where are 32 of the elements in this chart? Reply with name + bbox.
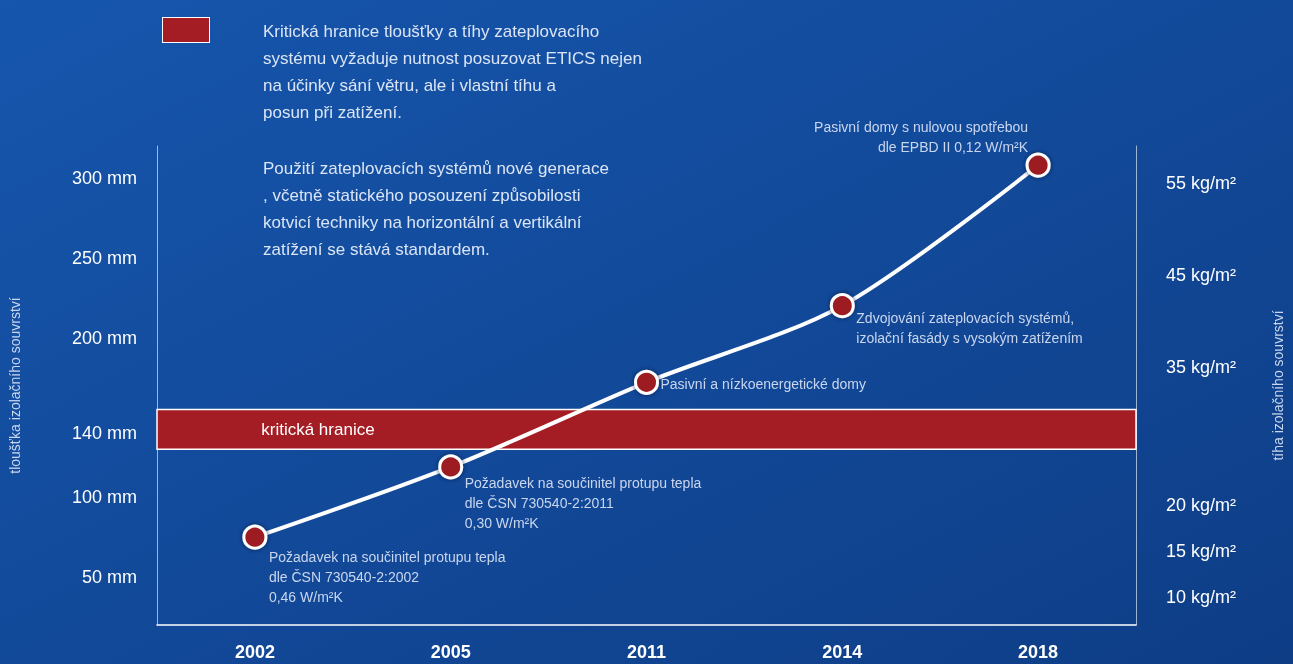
y2-tick-label: 15 kg/m² xyxy=(1166,541,1237,562)
y2-tick-label: 20 kg/m² xyxy=(1166,495,1237,516)
y2-tick-label: 35 kg/m² xyxy=(1166,357,1237,378)
y-tick-label: 300 mm xyxy=(71,167,137,188)
x-tick-label: 2005 xyxy=(430,642,471,662)
annotation: Požadavek na součinitel protupu tepla dle ČSN 730540-2:2011 0,30 W/m²K xyxy=(464,474,702,531)
annotation: Použití zateplovacích systémů nové generace, včetně statického posouzení způsobilosti kotvicí techniky na horizontální a vertikální zatížení se stává standardem. xyxy=(263,159,609,259)
y-tick-label: 100 mm xyxy=(71,487,137,508)
y-tick-label: 200 mm xyxy=(71,327,137,348)
annotation: Zdvojování zateplovacích systémů, izolační fasády s vysokým zatížením xyxy=(856,309,1083,346)
annotation: Požadavek na součinitel protupu tepla dle ČSN 730540-2:2002 0,46 W/m²K xyxy=(268,549,506,606)
point xyxy=(438,454,464,480)
annotation: Pasivní a nízkoenergetické domy xyxy=(660,376,866,393)
point xyxy=(829,293,855,319)
y-tick-label: 140 mm xyxy=(71,423,137,444)
x-tick-label: 2014 xyxy=(822,642,863,662)
y2-tick-label: 55 kg/m² xyxy=(1166,172,1237,193)
text: Kritická hranice tloušťky a tíhy zateplovacího systému vyžaduje nutnost posuzovat ETICS nejen na účinky sání větru, ale i vlastní tíhu a posun při zatížení. xyxy=(263,22,647,122)
band-label: kritická hranice xyxy=(261,419,375,439)
point xyxy=(1025,152,1051,178)
y2-tick-label: 45 kg/m² xyxy=(1166,264,1237,285)
annotation: Pasivní domy s nulovou spotřebou dle EPBD II 0,12 W/m²K xyxy=(814,119,1029,156)
point xyxy=(242,524,268,550)
x-tick-label: 2011 xyxy=(626,642,667,662)
point xyxy=(634,369,659,395)
y2-axis-title: tíha izolačního souvrství xyxy=(1270,310,1286,461)
y-tick-label: 250 mm xyxy=(71,247,137,268)
y-tick-label: 50 mm xyxy=(81,567,137,588)
y2-tick-label: 10 kg/m² xyxy=(1166,587,1237,608)
y-axis-title: tloušťka izolačního souvrství xyxy=(7,297,23,474)
x-tick-label: 2002 xyxy=(234,642,275,662)
x-tick-label: 2018 xyxy=(1018,642,1059,662)
